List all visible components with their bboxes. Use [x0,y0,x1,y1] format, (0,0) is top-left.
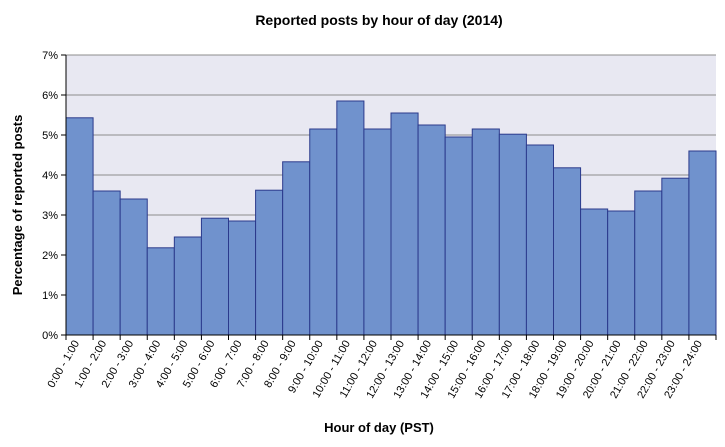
y-tick-labels: 0% 1% 2% 3% 4% 5% 6% 7% [42,50,66,342]
bar [309,128,338,336]
bar [200,217,230,336]
bar [634,190,663,336]
y-tick-label: 5% [42,130,58,142]
bar [92,190,121,336]
bar [146,247,175,336]
y-tick-label: 0% [42,330,58,342]
y-axis-title: Percentage of reported posts [10,115,25,296]
chart-title: Reported posts by hour of day (2014) [255,12,502,28]
bar [363,128,392,336]
y-tick-label: 1% [42,290,58,302]
bar [228,220,257,336]
bar [525,144,555,336]
bar [444,136,473,336]
bar [661,177,690,336]
y-tick-label: 2% [42,250,58,262]
bar [580,208,609,336]
bar [417,124,446,336]
bar [173,236,202,336]
bar [553,167,582,336]
bar [119,198,148,336]
bar [336,100,365,336]
bar [255,189,284,336]
bar [390,112,419,336]
y-tick-label: 7% [42,50,58,62]
x-axis-title: Hour of day (PST) [324,420,434,435]
bar [688,150,717,336]
bar [498,133,527,336]
y-tick-label: 3% [42,210,58,222]
bar [471,128,500,336]
bar [607,210,636,336]
bar [65,117,94,336]
x-tick-labels: 0:00 - 1:001:00 - 2:002:00 - 3:003:00 - … [45,335,717,401]
y-tick-label: 6% [42,90,58,102]
bar [282,161,311,336]
y-tick-label: 4% [42,170,58,182]
